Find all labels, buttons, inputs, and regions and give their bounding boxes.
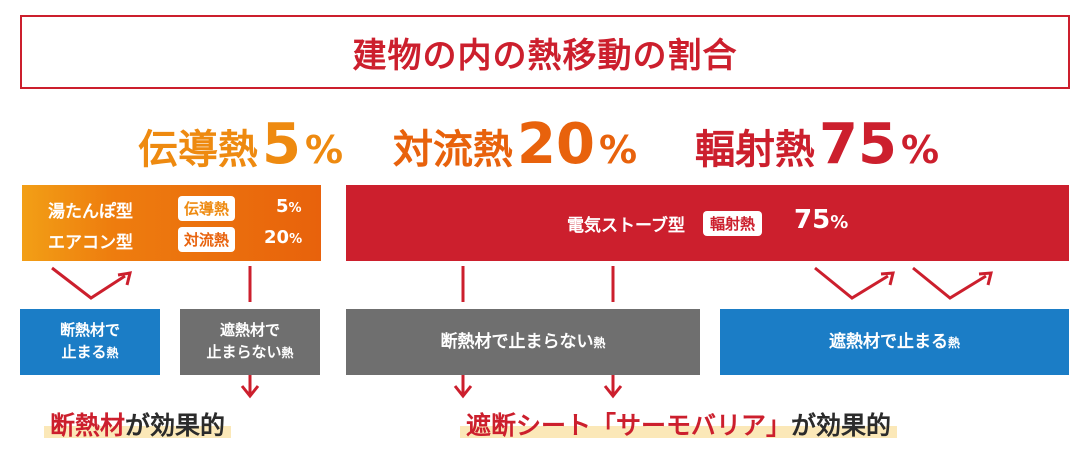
headline-name: 伝導熱 <box>138 127 258 173</box>
electric-stove-box: 電気ストーブ型 輻射熱 75% <box>346 185 1069 261</box>
bounce-arrow-right-2 <box>912 266 993 300</box>
heat-value: 75% <box>794 205 849 235</box>
row-air-conditioner: エアコン型 対流熱 20% <box>22 225 321 253</box>
heater-label: 湯たんぽ型 <box>48 202 133 222</box>
heat-value: 5% <box>276 196 302 217</box>
insulation-stops-box: 断熱材で 止まる熱 <box>20 309 160 375</box>
conclusion-highlight: 断熱材 <box>50 411 126 440</box>
headline-unit: % <box>304 128 344 172</box>
pass-arrow-left <box>240 266 260 399</box>
headline-name: 輻射熱 <box>695 127 815 173</box>
title-box: 建物の内の熱移動の割合 <box>20 15 1070 89</box>
pass-arrow-right-2 <box>603 266 623 399</box>
headline-convection: 対流熱 20 % <box>393 112 638 177</box>
bounce-arrow-right-1 <box>814 266 895 300</box>
page-title: 建物の内の熱移動の割合 <box>352 35 738 76</box>
headline-value: 75 <box>819 112 897 177</box>
heater-label: エアコン型 <box>48 233 133 253</box>
heat-type-tag: 伝導熱 <box>178 196 236 221</box>
headline-unit: % <box>598 128 638 172</box>
heater-label: 電気ストーブ型 <box>567 216 685 236</box>
heat-type-tag: 輻射熱 <box>703 211 763 236</box>
conclusion-left: 断熱材が効果的 <box>44 406 232 440</box>
bounce-arrow-left <box>51 266 133 300</box>
heater-types-box: 湯たんぽ型 伝導熱 5% エアコン型 対流熱 20% <box>22 185 321 261</box>
headline-unit: % <box>900 128 940 172</box>
conclusion-text: が効果的 <box>791 411 892 440</box>
heat-value: 20% <box>264 227 303 248</box>
headline-radiation: 輻射熱 75 % <box>695 112 940 177</box>
headline-value: 20 <box>517 112 595 177</box>
insulation-not-stop-box: 断熱材で止まらない熱 <box>346 309 700 375</box>
headline-conduction: 伝導熱 5 % <box>138 112 344 177</box>
conclusion-right: 遮断シート「サーモバリア」が効果的 <box>460 406 898 440</box>
conclusion-highlight: 遮断シート「サーモバリア」 <box>466 411 792 440</box>
reflector-stops-box: 遮熱材で止まる熱 <box>720 309 1069 375</box>
heat-type-tag: 対流熱 <box>178 227 236 252</box>
headline-value: 5 <box>262 112 301 177</box>
row-hot-water-bottle: 湯たんぽ型 伝導熱 5% <box>22 194 321 222</box>
reflector-not-stop-box: 遮熱材で 止まらない熱 <box>180 309 320 375</box>
conclusion-text: が効果的 <box>125 411 226 440</box>
pass-arrow-right-1 <box>453 266 473 399</box>
headline-name: 対流熱 <box>393 127 513 173</box>
